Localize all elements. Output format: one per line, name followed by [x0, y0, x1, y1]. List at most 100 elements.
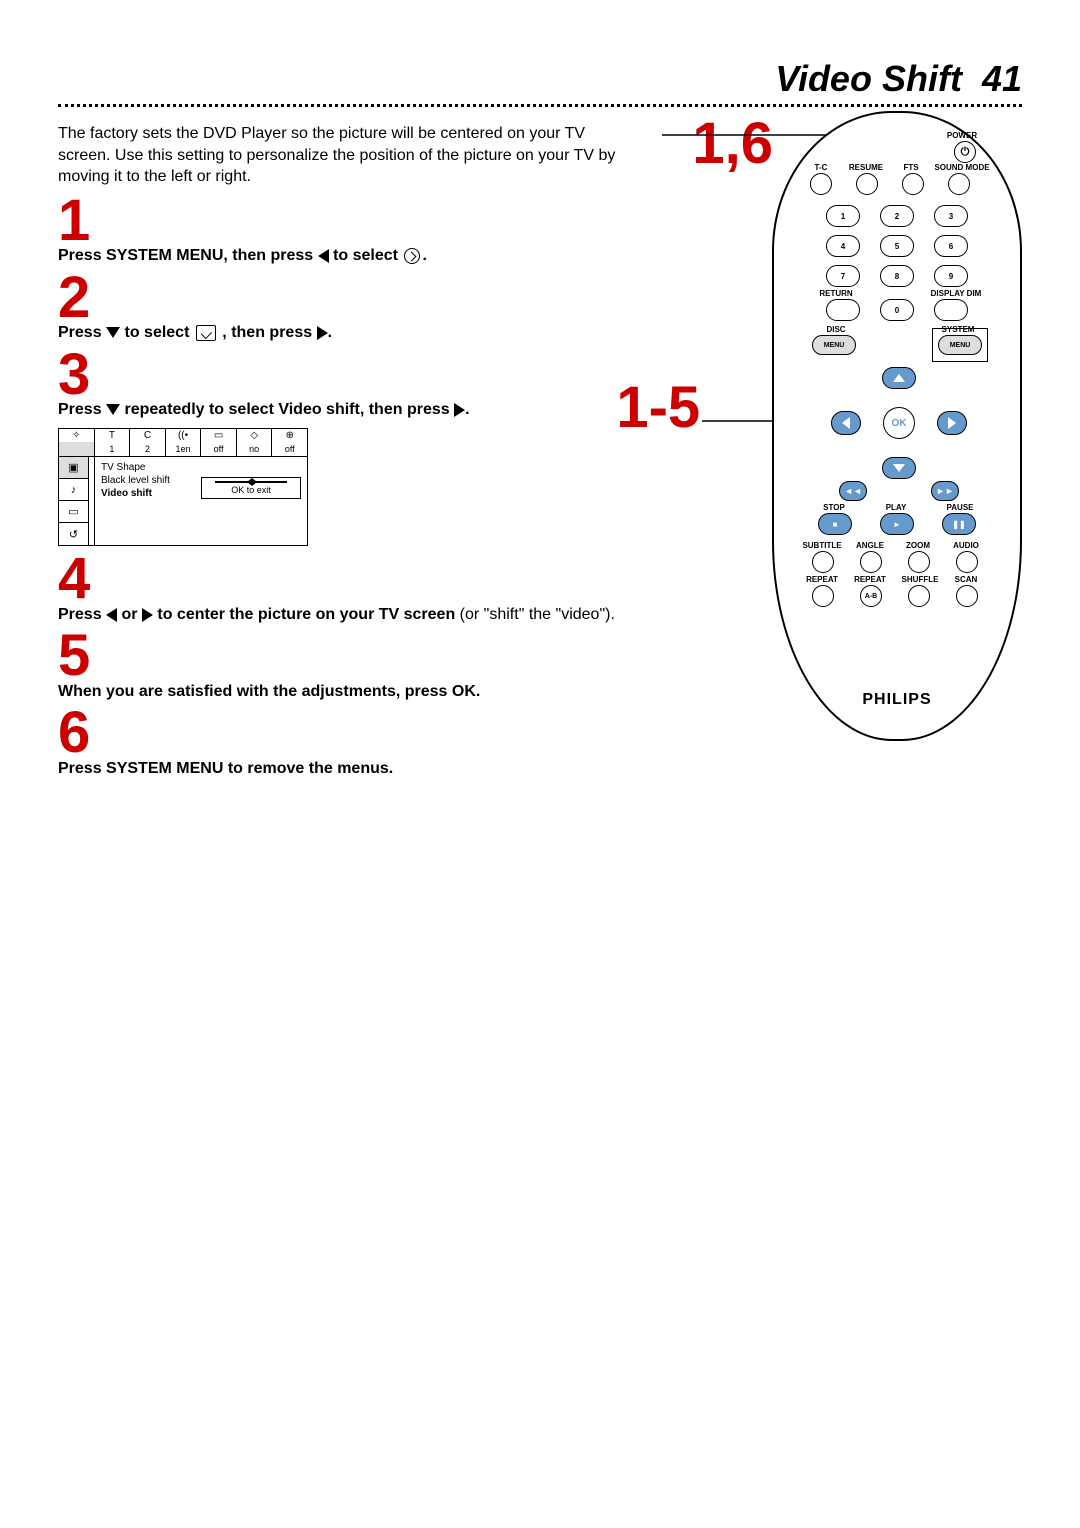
play-button[interactable]: ►: [880, 513, 914, 535]
digit-7-button[interactable]: 7: [826, 265, 860, 287]
down-arrow-icon: [106, 404, 120, 415]
right-arrow-icon: [948, 417, 956, 429]
step-3-text: Press repeatedly to select Video shift, …: [58, 399, 624, 421]
remote-body: POWER ⏻ T-C RESUME FTS SOUND MODE 1 2 3 …: [772, 111, 1022, 741]
step-4-text-c: to center the picture on your TV screen: [153, 606, 460, 623]
dpad-right-button[interactable]: [937, 411, 967, 435]
picture-settings-icon: [196, 325, 216, 341]
osd-slider-panel: OK to exit: [201, 477, 301, 499]
repeat-ab-button[interactable]: A-B: [860, 585, 882, 607]
repeat-button[interactable]: [812, 585, 834, 607]
step-4-number: 4: [58, 554, 624, 603]
instructions-column: The factory sets the DVD Player so the p…: [58, 123, 644, 785]
remote-control: POWER ⏻ T-C RESUME FTS SOUND MODE 1 2 3 …: [772, 111, 1032, 771]
digit-1-button[interactable]: 1: [826, 205, 860, 227]
page-number: 41: [982, 58, 1022, 99]
step-2-text-a: Press: [58, 324, 106, 341]
subtitle-label: SUBTITLE: [802, 541, 842, 550]
angle-button[interactable]: [860, 551, 882, 573]
tc-button[interactable]: [810, 173, 832, 195]
audio-button[interactable]: [956, 551, 978, 573]
osd-icon: ((•: [166, 429, 202, 442]
digit-2-button[interactable]: 2: [880, 205, 914, 227]
repeat-ab-label: REPEAT: [852, 575, 888, 584]
scan-button[interactable]: [956, 585, 978, 607]
power-label: POWER: [940, 131, 984, 140]
sound-label: SOUND MODE: [932, 163, 992, 172]
callout-1-6: 1,6: [692, 115, 773, 173]
osd-exit-text: OK to exit: [231, 485, 271, 495]
page-title: Video Shift: [775, 58, 962, 99]
right-arrow-icon: [454, 403, 465, 417]
fts-button[interactable]: [902, 173, 924, 195]
shuffle-label: SHUFFLE: [900, 575, 940, 584]
subtitle-button[interactable]: [812, 551, 834, 573]
step-3-number: 3: [58, 350, 624, 399]
digit-4-button[interactable]: 4: [826, 235, 860, 257]
step-5-number: 5: [58, 631, 624, 680]
ok-button[interactable]: OK: [883, 407, 915, 439]
header-divider: [58, 104, 1022, 107]
step-2-text-b: to select: [120, 324, 194, 341]
zoom-label: ZOOM: [900, 541, 936, 550]
brand-logo: PHILIPS: [774, 691, 1020, 709]
shuffle-button[interactable]: [908, 585, 930, 607]
step-1-text-b: to select: [329, 247, 403, 264]
play-label: PLAY: [878, 503, 914, 512]
left-arrow-icon: [842, 417, 850, 429]
digit-3-button[interactable]: 3: [934, 205, 968, 227]
osd-icon: ▭: [201, 429, 237, 442]
digit-5-button[interactable]: 5: [880, 235, 914, 257]
digit-0-button[interactable]: 0: [880, 299, 914, 321]
digit-9-button[interactable]: 9: [934, 265, 968, 287]
step-3-text-c: .: [465, 401, 469, 418]
osd-menu: ✧ T C ((• ▭ ◇ ⊕ 1 2 1en off no off ▣ ♪: [58, 428, 308, 546]
osd-icon: ⊕: [272, 429, 307, 442]
display-button[interactable]: [934, 299, 968, 321]
preferences-icon: [404, 248, 420, 264]
resume-label: RESUME: [846, 163, 886, 172]
stop-button[interactable]: ■: [818, 513, 852, 535]
sound-button[interactable]: [948, 173, 970, 195]
pause-button[interactable]: ❚❚: [942, 513, 976, 535]
resume-button[interactable]: [856, 173, 878, 195]
osd-tab: ♪: [59, 479, 88, 501]
disc-label: DISC: [814, 325, 858, 334]
osd-cell: 1en: [166, 442, 202, 456]
digit-6-button[interactable]: 6: [934, 235, 968, 257]
scan-label: SCAN: [948, 575, 984, 584]
repeat-label: REPEAT: [802, 575, 842, 584]
osd-tab: ▣: [59, 457, 88, 479]
step-3-text-b: repeatedly to select Video shift, then p…: [120, 401, 454, 418]
step-4-text-a: Press: [58, 606, 106, 623]
dpad-left-button[interactable]: [831, 411, 861, 435]
return-button[interactable]: [826, 299, 860, 321]
left-arrow-icon: [318, 249, 329, 263]
tc-label: T-C: [804, 163, 838, 172]
dpad: OK ◄◄ ►►: [823, 347, 975, 499]
skip-forward-button[interactable]: ►►: [931, 481, 959, 501]
step-6-number: 6: [58, 708, 624, 757]
osd-cell: off: [201, 442, 237, 456]
osd-tab: ↺: [59, 523, 88, 545]
osd-item: TV Shape: [101, 461, 301, 474]
power-button[interactable]: ⏻: [954, 141, 976, 163]
dpad-down-button[interactable]: [882, 457, 916, 479]
osd-cell: [59, 442, 95, 456]
step-2-text: Press to select , then press .: [58, 322, 624, 344]
skip-back-button[interactable]: ◄◄: [839, 481, 867, 501]
step-1-number: 1: [58, 196, 624, 245]
right-arrow-icon: [317, 326, 328, 340]
remote-column: 1,6 1-5 POWER ⏻ T-C RESUME FTS SOUND MOD…: [644, 123, 1022, 785]
osd-list: TV Shape Black level shift Video shift O…: [95, 457, 307, 545]
zoom-button[interactable]: [908, 551, 930, 573]
osd-side-tabs: ▣ ♪ ▭ ↺: [59, 457, 89, 545]
page-header: Video Shift 41: [58, 58, 1022, 100]
step-5-text: When you are satisfied with the adjustme…: [58, 681, 624, 703]
down-arrow-icon: [106, 327, 120, 338]
dpad-up-button[interactable]: [882, 367, 916, 389]
osd-top-values-row: 1 2 1en off no off: [59, 442, 307, 457]
digit-8-button[interactable]: 8: [880, 265, 914, 287]
step-1-text-c: .: [422, 247, 426, 264]
osd-icon: T: [95, 429, 131, 442]
